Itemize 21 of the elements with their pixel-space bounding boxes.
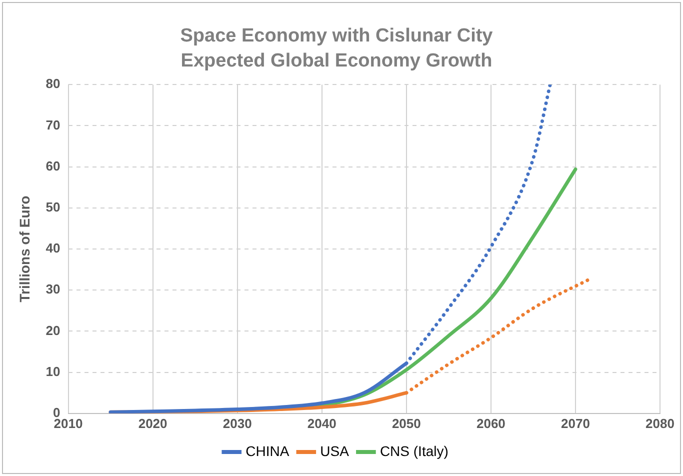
y-tick-label: 10: [46, 364, 60, 379]
y-tick-label: 50: [46, 199, 60, 214]
y-axis-title: Trillions of Euro: [16, 196, 32, 302]
legend-label: CHINA: [246, 442, 290, 459]
x-tick-label: 2050: [392, 416, 421, 431]
y-tick-label: 40: [46, 240, 60, 256]
legend-label: USA: [320, 442, 350, 459]
x-tick-label: 2040: [307, 416, 336, 431]
chart-subtitle: Expected Global Economy Growth: [180, 50, 492, 72]
y-tick-label: 60: [46, 158, 60, 174]
x-tick-label: 2030: [222, 416, 252, 431]
x-tick-label: 2070: [561, 416, 590, 431]
legend-label: CNS (Italy): [380, 442, 448, 459]
y-tick-label: 20: [46, 322, 60, 338]
y-tick-label: 70: [46, 117, 60, 132]
x-tick-label: 2060: [476, 416, 506, 431]
chart-title: Space Economy with Cislunar City: [180, 26, 494, 47]
x-tick-label: 2020: [138, 416, 168, 431]
y-tick-label: 80: [46, 76, 60, 92]
x-tick-label: 2080: [646, 416, 674, 431]
y-tick-label: 30: [46, 282, 60, 297]
